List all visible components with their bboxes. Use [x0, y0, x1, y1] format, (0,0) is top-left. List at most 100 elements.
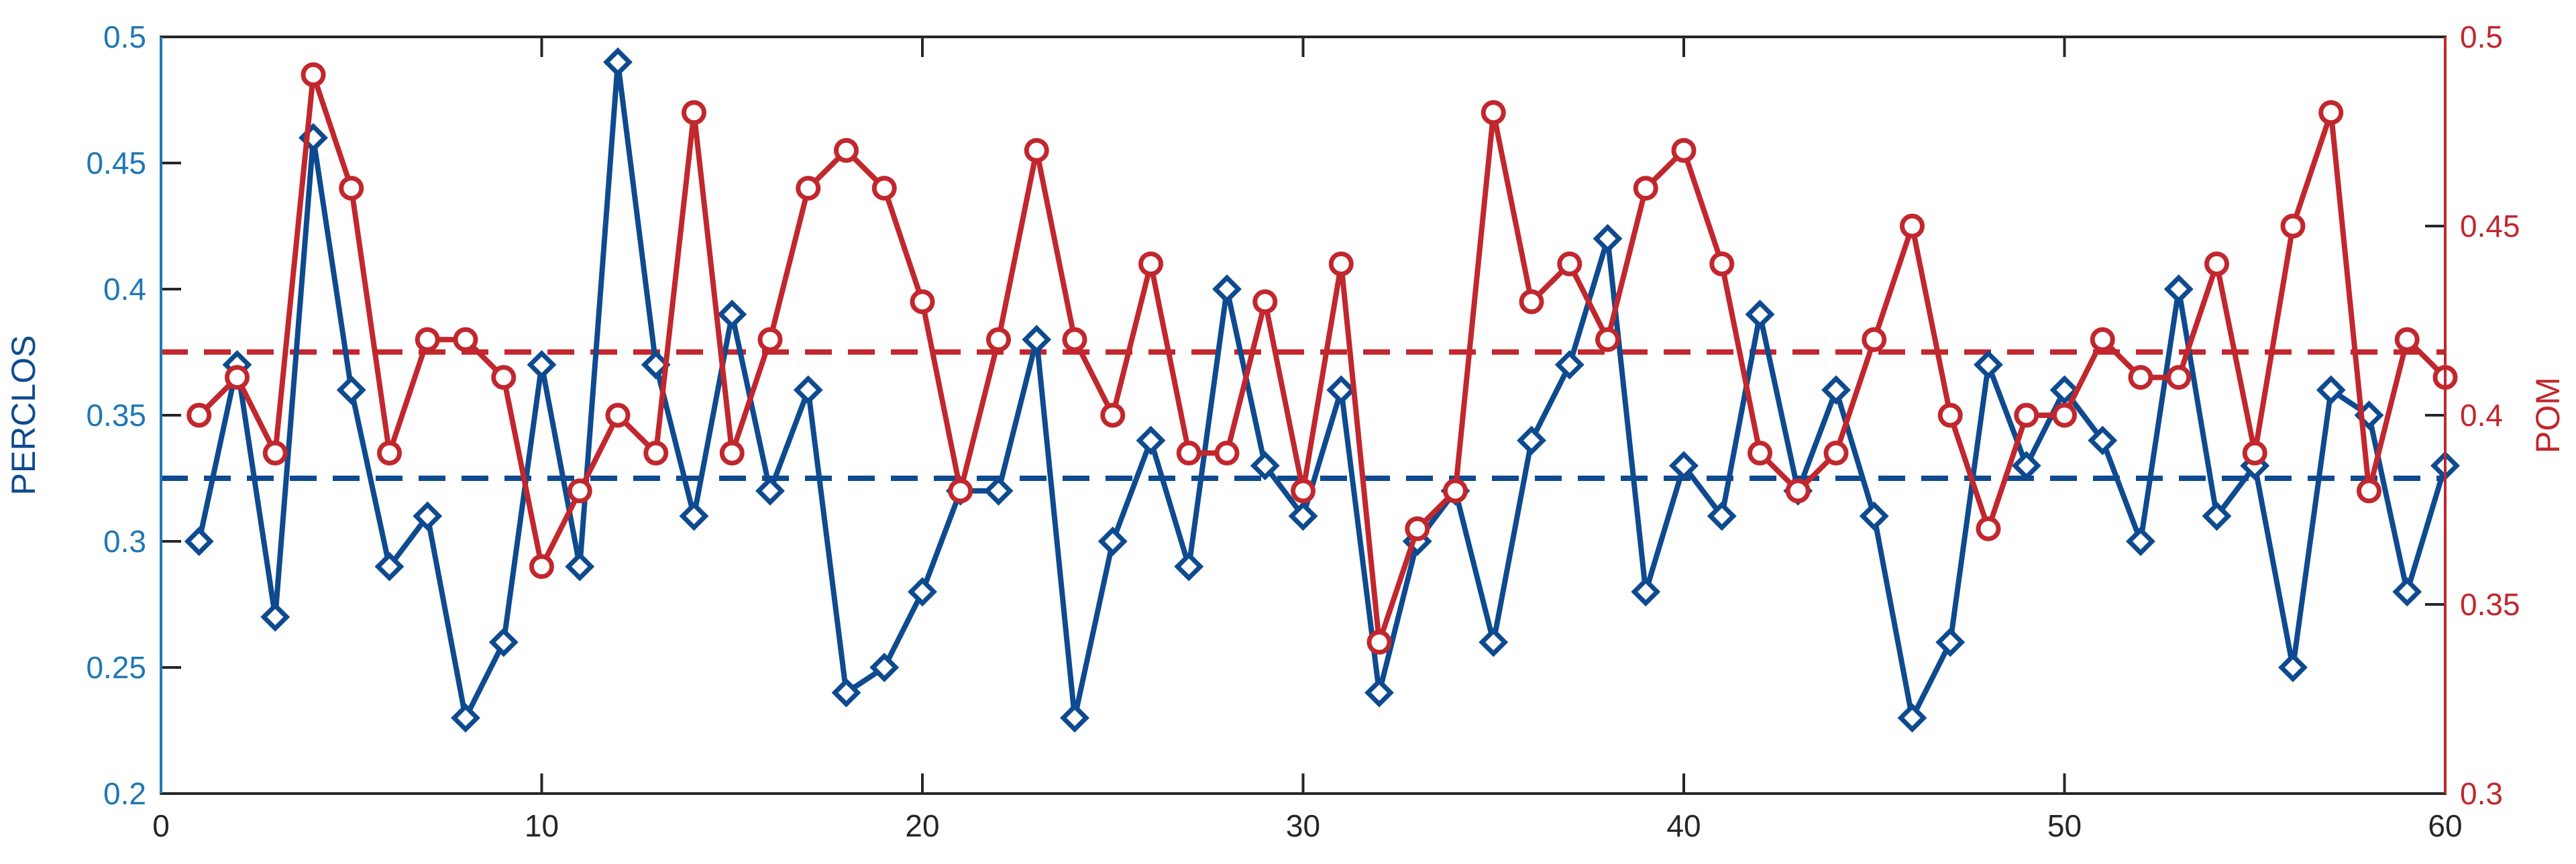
pom-point	[1671, 138, 1697, 163]
perclos-point	[1517, 425, 1546, 455]
pom-point	[796, 176, 821, 201]
y-right-tick-label: 0.5	[2460, 19, 2503, 54]
pom-point	[1595, 327, 1620, 352]
perclos-point	[983, 476, 1014, 506]
y-right-tick-label: 0.3	[2460, 776, 2503, 811]
pom-point	[2204, 251, 2229, 276]
pom-point	[1937, 402, 1963, 428]
x-tick-label: 30	[1286, 808, 1320, 843]
pom-point	[339, 176, 364, 201]
x-tick-label: 50	[2047, 808, 2082, 843]
pom-point	[491, 365, 517, 390]
y-left-tick-label: 0.5	[103, 19, 146, 54]
x-tick-label: 0	[152, 808, 170, 843]
pom-point	[1176, 440, 1201, 466]
pom-point	[1862, 327, 1887, 352]
pom-point	[986, 327, 1011, 352]
perclos-point	[2049, 375, 2080, 405]
pom-point	[529, 554, 554, 580]
perclos-point	[451, 703, 480, 733]
pom-point	[1785, 478, 1811, 504]
y-left-tick-label: 0.4	[103, 272, 146, 307]
perclos-point	[1745, 299, 1775, 329]
pom-point	[719, 440, 745, 466]
plot-area	[161, 37, 2445, 794]
perclos-point	[1250, 451, 1280, 481]
pom-point	[871, 176, 897, 201]
pom-point	[605, 402, 631, 428]
perclos-point	[374, 551, 405, 582]
pom-point	[1100, 402, 1126, 428]
pom-point	[1214, 440, 1240, 466]
perclos-point	[1136, 425, 1166, 455]
x-tick-label: 10	[525, 808, 559, 843]
pom-point	[1366, 629, 1392, 655]
pom-point	[225, 365, 250, 390]
perclos-point	[908, 577, 937, 607]
series-group	[184, 47, 2460, 733]
pom-point	[262, 440, 288, 466]
pom-point	[1291, 478, 1316, 504]
x-tick-label: 20	[905, 808, 939, 843]
perclos-point	[2126, 527, 2155, 556]
perclos-point	[1554, 349, 1585, 380]
axes-group: 0 10 20 30 40 50 60 0.2 0.25 0.3 0.35 0.4 0.45 0.5 0.3…	[86, 19, 2520, 843]
pom-point	[1748, 440, 1772, 466]
pom-point	[834, 138, 859, 163]
x-tick-label: 60	[2428, 808, 2462, 843]
perclos-point	[1974, 349, 2003, 380]
y-right-tick-label: 0.35	[2460, 587, 2520, 622]
y-right-axis-label: POM	[2529, 377, 2567, 453]
pom-point	[643, 440, 669, 466]
perclos-point	[1060, 703, 1089, 733]
y-right-tick-label: 0.4	[2460, 398, 2503, 433]
perclos-point	[1935, 627, 1966, 657]
y-left-tick-label: 0.2	[103, 776, 146, 811]
perclos-point	[755, 476, 785, 506]
perclos-point	[1707, 501, 1737, 531]
pom-point	[1557, 251, 1582, 276]
pom-point	[1405, 516, 1430, 541]
perclos-point	[2088, 425, 2118, 455]
pom-point	[2014, 402, 2039, 428]
pom-point	[1062, 327, 1087, 352]
perclos-point	[184, 527, 214, 556]
pom-point	[186, 402, 212, 428]
pom-point	[377, 440, 402, 466]
pom-series-line	[197, 72, 2447, 645]
perclos-point	[869, 653, 900, 682]
pom-point	[1633, 176, 1658, 201]
pom-point	[2052, 402, 2077, 428]
y-right-tick-label: 0.45	[2460, 209, 2520, 244]
pom-point	[757, 327, 783, 352]
perclos-point	[1212, 274, 1242, 304]
y-left-axis-label: PERCLOS	[5, 335, 42, 496]
perclos-point	[2316, 375, 2346, 405]
perclos-point	[1326, 375, 1356, 405]
pom-point	[2280, 213, 2306, 239]
perclos-point	[1097, 527, 1128, 556]
pom-point	[2318, 100, 2344, 125]
perclos-point	[260, 602, 290, 632]
pom-point	[2128, 365, 2153, 390]
perclos-point	[717, 299, 747, 329]
pom-point	[415, 327, 440, 352]
perclos-point	[413, 501, 443, 531]
perclos-point	[1364, 678, 1394, 708]
pom-point	[2166, 365, 2192, 390]
pom-point	[1443, 478, 1468, 504]
pom-point	[1976, 516, 2001, 541]
pom-point	[1252, 289, 1278, 315]
perclos-point	[1479, 627, 1509, 657]
pom-point	[2090, 327, 2115, 352]
pom-point	[1823, 440, 1849, 466]
perclos-point	[603, 47, 633, 77]
x-tick-label: 40	[1666, 808, 1701, 843]
perclos-point	[2011, 451, 2041, 481]
y-left-tick-label: 0.45	[86, 146, 146, 180]
perclos-point	[1593, 223, 1623, 254]
pom-point	[2242, 440, 2267, 466]
perclos-point	[2392, 577, 2422, 607]
perclos-point	[2278, 653, 2308, 682]
